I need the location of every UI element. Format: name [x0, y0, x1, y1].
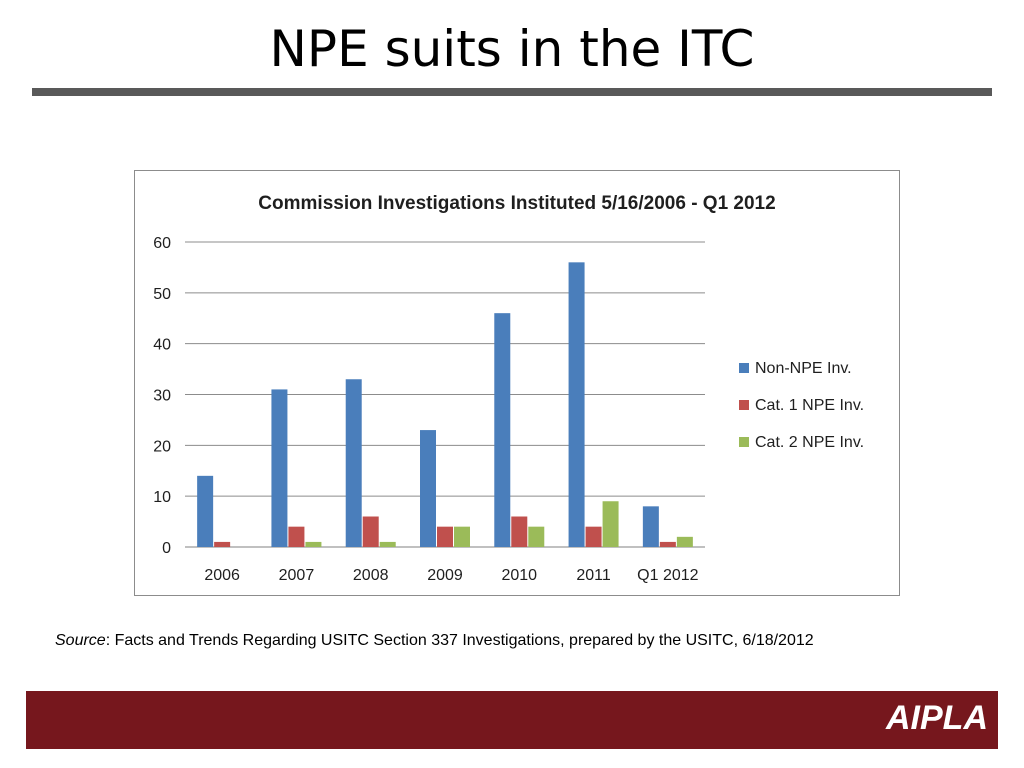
legend-label: Cat. 1 NPE Inv. — [755, 397, 864, 414]
y-tick-label: 60 — [153, 235, 171, 252]
bar-2008-series-2 — [362, 516, 379, 547]
y-tick-label: 20 — [153, 438, 171, 455]
bar-2009-series-3 — [454, 526, 470, 547]
source-label: Source — [55, 632, 106, 649]
y-tick-label: 40 — [153, 337, 171, 354]
bar-q1-2012-series-1 — [642, 506, 659, 547]
bar-q1-2012-series-2 — [659, 541, 676, 547]
bar-2011-series-2 — [585, 526, 602, 547]
y-tick-label: 50 — [153, 286, 171, 303]
bar-2007-series-1 — [271, 389, 288, 547]
y-tick-label: 10 — [153, 489, 171, 506]
bar-2006-series-1 — [197, 475, 214, 547]
x-tick-label: 2010 — [501, 567, 537, 584]
legend-label: Non-NPE Inv. — [755, 360, 852, 377]
bar-q1-2012-series-3 — [676, 536, 693, 547]
x-tick-label: 2011 — [576, 567, 611, 584]
y-tick-label: 0 — [162, 540, 171, 557]
slide-title: NPE suits in the ITC — [269, 20, 755, 78]
y-tick-label: 30 — [153, 388, 171, 405]
legend-swatch — [739, 363, 749, 373]
title-divider — [32, 88, 992, 96]
x-tick-label: Q1 2012 — [637, 567, 698, 584]
x-tick-label: 2007 — [279, 567, 315, 584]
bar-2010-series-2 — [511, 516, 528, 547]
aipla-logo: AIPLA — [886, 699, 988, 737]
bar-2011-series-1 — [568, 262, 585, 547]
chart-frame: Commission Investigations Instituted 5/1… — [134, 170, 900, 596]
bar-2008-series-1 — [345, 379, 362, 547]
bar-chart: Commission Investigations Instituted 5/1… — [153, 193, 864, 584]
x-tick-label: 2009 — [427, 567, 463, 584]
legend-swatch — [739, 437, 749, 447]
bar-2007-series-3 — [305, 541, 322, 547]
bar-2009-series-1 — [420, 430, 436, 547]
legend-label: Cat. 2 NPE Inv. — [755, 434, 864, 451]
legend-swatch — [739, 400, 749, 410]
bar-2010-series-3 — [528, 526, 545, 547]
source-note: Source: Facts and Trends Regarding USITC… — [55, 630, 955, 652]
bar-2011-series-3 — [602, 501, 619, 547]
bar-2009-series-2 — [437, 526, 453, 547]
footer-bar: AIPLA — [26, 691, 998, 749]
source-text: : Facts and Trends Regarding USITC Secti… — [105, 632, 814, 649]
bar-2008-series-3 — [379, 541, 396, 547]
chart-title: Commission Investigations Instituted 5/1… — [258, 193, 775, 214]
bar-2006-series-2 — [214, 541, 231, 547]
x-tick-label: 2006 — [204, 567, 240, 584]
bar-2007-series-2 — [288, 526, 305, 547]
bar-2010-series-1 — [494, 313, 511, 547]
x-tick-label: 2008 — [353, 567, 389, 584]
